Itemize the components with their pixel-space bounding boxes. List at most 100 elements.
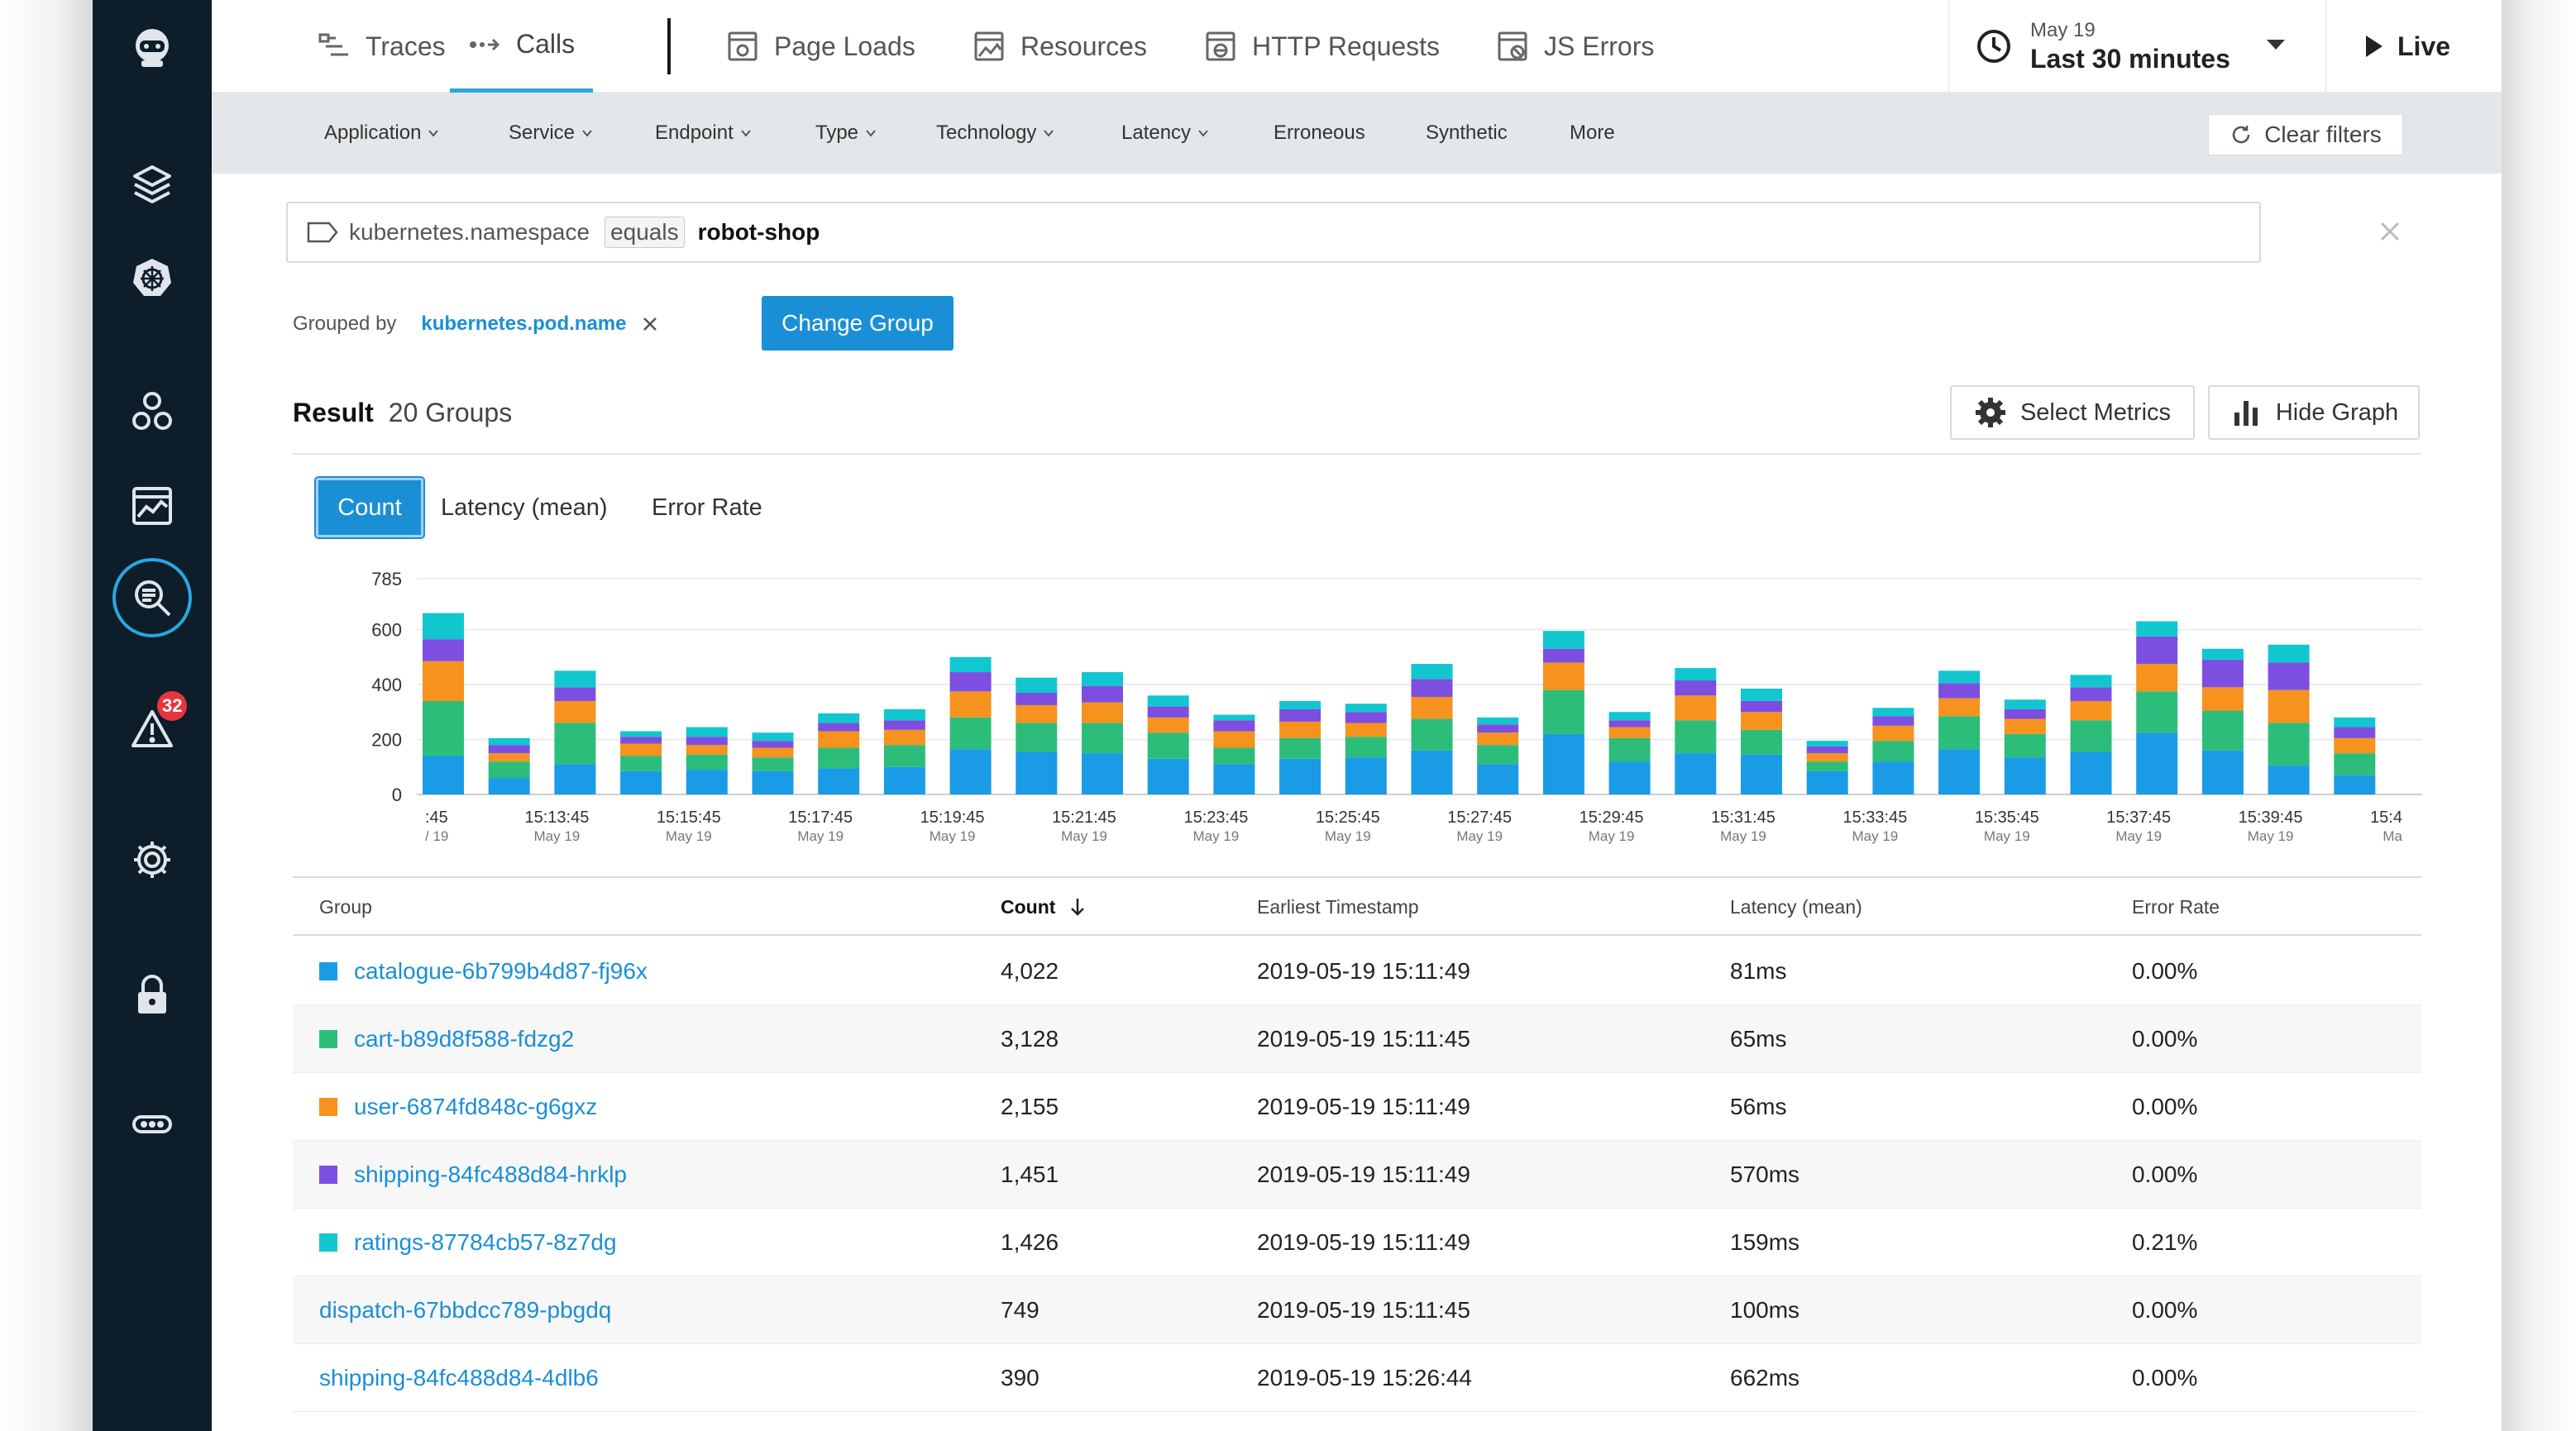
metric-tab-latency[interactable]: Latency (mean) [441,494,608,521]
layers-icon[interactable] [127,160,177,209]
error-rate-cell: 0.00% [2132,1365,2198,1390]
col-group[interactable]: Group [319,895,372,918]
bar-segment [1082,723,1123,754]
result-count: 20 Groups [388,397,513,427]
x-tick-time: :45 [425,809,448,827]
group-field[interactable]: kubernetes.pod.name [421,312,627,335]
group-cell[interactable]: ratings-87784cb57-8z7dg [319,1209,617,1276]
tab-http-requests[interactable]: HTTP Requests [1204,0,1440,93]
robot-logo-icon[interactable] [127,23,177,73]
analyze-search-icon[interactable] [127,573,177,622]
bar-segment [1279,737,1321,759]
query-input[interactable]: kubernetes.namespace equals robot-shop [286,202,2261,263]
group-cell[interactable]: catalogue-6b799b4d87-fj96x [319,937,648,1005]
tab-traces[interactable]: Traces [318,0,446,93]
bar-segment [554,723,596,765]
col-error-rate[interactable]: Error Rate [2132,895,2220,918]
filter-technology[interactable]: Technology [936,93,1054,174]
error-rate-cell: 0.00% [2132,1297,2198,1323]
timestamp-cell: 2019-05-19 15:11:49 [1257,1094,1470,1119]
group-name[interactable]: catalogue-6b799b4d87-fj96x [354,958,648,984]
time-range-text: May 19 Last 30 minutes [2030,19,2230,74]
query-operator[interactable]: equals [605,217,685,248]
group-cell[interactable]: shipping-84fc488d84-4dlb6 [319,1344,599,1412]
x-tick-time: 15:15:45 [657,809,721,827]
col-earliest-timestamp[interactable]: Earliest Timestamp [1257,895,1419,918]
group-cell[interactable]: dispatch-67bbdcc789-pbgdq [319,1276,611,1344]
metric-tab-error-rate[interactable]: Error Rate [652,494,762,521]
group-name[interactable]: user-6874fd848c-g6gxz [354,1094,598,1119]
change-group-button[interactable]: Change Group [762,296,953,351]
table-row[interactable]: shipping-84fc488d84-hrklp 1,451 2019-05-19… [293,1141,2421,1209]
table-row[interactable]: shipping-84fc488d84-4dlb6 390 2019-05-19 1… [293,1344,2421,1412]
bar-segment [554,670,596,688]
time-range-picker[interactable]: May 19 Last 30 minutes [1948,0,2325,93]
bar-segment [752,732,794,742]
hide-graph-button[interactable]: Hide Graph [2208,385,2420,440]
lock-icon[interactable] [127,970,177,1019]
tab-page-loads[interactable]: Page Loads [726,0,915,93]
filter-service[interactable]: Service [509,93,593,174]
remove-group-icon[interactable] [641,315,659,333]
bar-segment [2268,644,2310,663]
bar-segment [1477,745,1519,765]
settings-gear-icon[interactable] [127,835,177,885]
count-cell: 4,022 [1001,958,1059,984]
more-icon[interactable] [127,1099,177,1149]
filter-more[interactable]: More [1570,93,1615,174]
timestamp-cell: 2019-05-19 15:11:45 [1257,1026,1470,1052]
dashboard-icon[interactable] [127,481,177,531]
tab-traces-label: Traces [366,31,446,61]
group-name[interactable]: shipping-84fc488d84-4dlb6 [319,1365,599,1390]
page-loads-icon [728,31,758,61]
filter-endpoint[interactable]: Endpoint [655,93,752,174]
group-name[interactable]: dispatch-67bbdcc789-pbgdq [319,1297,612,1323]
clear-filters-button[interactable]: Clear filters [2208,114,2403,155]
select-metrics-button[interactable]: Select Metrics [1950,385,2195,440]
close-icon[interactable] [2375,217,2405,246]
table-row[interactable]: cart-b89d8f588-fdzg2 3,128 2019-05-19 15:1… [293,1005,2421,1073]
group-name[interactable]: shipping-84fc488d84-hrklp [354,1161,627,1187]
bar-segment [1016,677,1058,693]
bar-segment [2334,727,2376,738]
col-count[interactable]: Count [1001,878,1088,936]
table-row[interactable]: ratings-87784cb57-8z7dg 1,426 2019-05-19 1… [293,1209,2421,1276]
col-latency[interactable]: Latency (mean) [1730,895,1862,918]
kubernetes-icon[interactable] [127,253,177,303]
group-name[interactable]: ratings-87784cb57-8z7dg [354,1229,617,1255]
tab-resources[interactable]: Resources [973,0,1147,93]
group-name[interactable]: cart-b89d8f588-fdzg2 [354,1026,575,1052]
table-row[interactable]: dispatch-67bbdcc789-pbgdq 749 2019-05-19 1… [293,1276,2421,1344]
bar-segment [1477,732,1519,746]
chevron-down-icon [2267,40,2285,50]
bar-segment [752,757,794,771]
table-row[interactable]: catalogue-6b799b4d87-fj96x 4,022 2019-05-1… [293,937,2421,1005]
bar-segment [488,778,530,794]
tab-calls[interactable]: Calls [450,0,594,93]
metric-tab-count[interactable]: Count [314,476,425,539]
bar-segment [1082,753,1123,794]
filter-latency[interactable]: Latency [1121,93,1209,174]
filter-erroneous[interactable]: Erroneous [1274,93,1365,174]
group-cell[interactable]: cart-b89d8f588-fdzg2 [319,1005,574,1073]
alert-icon[interactable] [127,704,177,754]
live-button[interactable]: Live [2325,0,2502,93]
table-header: Group Count Earliest Timestamp Latency (… [293,876,2421,936]
group-cell[interactable]: user-6874fd848c-g6gxz [319,1073,597,1141]
bar-segment [620,737,662,744]
filter-type[interactable]: Type [815,93,877,174]
table-row[interactable]: user-6874fd848c-g6gxz 2,155 2019-05-19 15:… [293,1073,2421,1141]
latency-cell: 81ms [1730,958,1787,984]
bar-segment [1477,717,1519,725]
group-cell[interactable]: shipping-84fc488d84-hrklp [319,1141,627,1209]
bar-segment [1806,770,1848,794]
services-icon[interactable] [127,387,177,436]
bar-segment [1675,753,1717,794]
bar-segment [2201,687,2244,711]
filter-synthetic[interactable]: Synthetic [1426,93,1508,174]
error-rate-cell: 0.21% [2132,1229,2198,1255]
bar-segment [1542,631,1584,649]
filter-endpoint-label: Endpoint [655,122,734,144]
tab-js-errors[interactable]: JS Errors [1496,0,1654,93]
filter-application[interactable]: Application [324,93,439,174]
